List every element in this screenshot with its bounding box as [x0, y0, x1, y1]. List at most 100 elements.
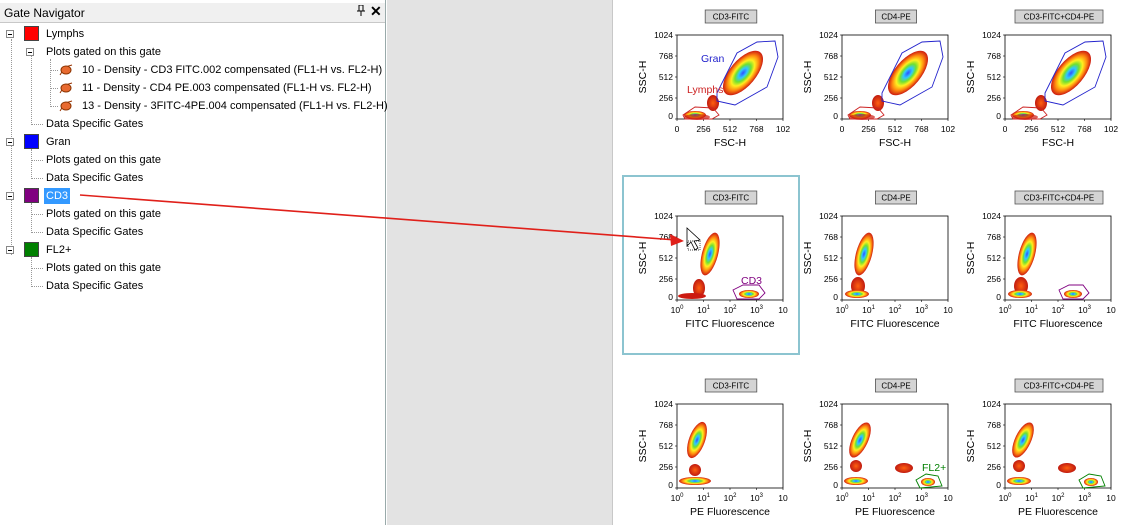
density-population — [849, 422, 871, 458]
plot-title: CD3-FITC+CD4-PE — [1024, 194, 1094, 203]
x-tick-label: 103 — [1078, 493, 1091, 503]
density-plot[interactable]: CD3-FITC 1024 768 512 256 00 256 512 768 102 FSC-H… — [637, 9, 790, 149]
density-population — [1064, 290, 1082, 298]
y-tick-label: 1024 — [819, 399, 838, 409]
node-label: Data Specific Gates — [46, 172, 144, 184]
x-tick-label: 101 — [697, 305, 710, 315]
x-tick-label: 101 — [1025, 493, 1038, 503]
x-tick-label: 512 — [1051, 124, 1065, 134]
gate-label-selected: CD3 — [44, 188, 71, 204]
density-population — [1012, 422, 1034, 458]
density-population — [895, 463, 913, 473]
tick-exponent: 3 — [925, 493, 929, 499]
x-tick-label: 10 — [778, 305, 788, 315]
x-axis-label: FSC-H — [714, 137, 746, 149]
tick-exponent: 3 — [1088, 305, 1092, 311]
collapse-icon[interactable] — [6, 30, 14, 38]
y-tick-label: 256 — [987, 274, 1001, 284]
gran-gate[interactable] — [881, 40, 944, 106]
density-population — [1012, 114, 1038, 120]
plot-frame — [841, 403, 949, 489]
panel-header: Gate Navigator ✕ — [0, 3, 385, 23]
density-population — [722, 50, 764, 96]
tick-exponent: 1 — [1035, 305, 1039, 311]
density-population — [887, 50, 929, 96]
node-label: Plots gated on this gate — [46, 262, 161, 274]
plot-title: CD4-PE — [881, 13, 910, 22]
density-population — [689, 464, 701, 476]
y-tick-label: 768 — [824, 420, 838, 430]
y-axis-label: SSC-H — [637, 242, 649, 275]
cd3-gate[interactable] — [732, 284, 766, 300]
collapse-icon[interactable] — [26, 48, 34, 56]
tick-exponent: 1 — [707, 305, 711, 311]
tick-exponent: 2 — [1061, 305, 1065, 311]
collapse-icon[interactable] — [6, 246, 14, 254]
y-axis-label: SSC-H — [965, 242, 977, 275]
node-label: Plots gated on this gate — [46, 154, 161, 166]
tick-exponent: 0 — [680, 493, 684, 499]
graph-grid: CD3-FITC 1024 768 512 256 0 0 256 512 768 102 FSC-H… — [612, 0, 1125, 525]
lymphs-gate[interactable] — [847, 106, 885, 120]
density-population — [679, 477, 711, 485]
x-tick-label: 768 — [1077, 124, 1091, 134]
gate-navigator-panel: Gate Navigator ✕ Lymphs Plots gated on t… — [0, 0, 388, 525]
x-axis-label: PE Fluorescence — [1018, 506, 1098, 518]
y-tick-label: 768 — [987, 420, 1001, 430]
x-tick-label: 103 — [750, 493, 763, 503]
gran-gate[interactable] — [716, 40, 779, 106]
y-tick-label: 768 — [987, 232, 1001, 242]
cd3-gate[interactable] — [1058, 284, 1090, 300]
y-tick-label: 0 — [996, 480, 1001, 490]
x-tick-label: 256 — [1024, 124, 1038, 134]
selected-plot-border — [622, 175, 800, 355]
collapse-icon[interactable] — [6, 192, 14, 200]
gran-gate[interactable] — [1044, 40, 1107, 106]
plot-title-box — [1014, 9, 1104, 24]
tick-exponent: 2 — [733, 493, 737, 499]
density-plot[interactable]: CD3-FITC+CD4-PE 1024 768 512 256 00 256 512 768 1… — [965, 9, 1118, 149]
close-icon[interactable]: ✕ — [370, 3, 382, 19]
y-tick-label: 0 — [996, 111, 1001, 121]
x-tick-label: 102 — [889, 305, 902, 315]
x-tick-label: 0 — [1003, 124, 1008, 134]
y-tick-label: 512 — [824, 441, 838, 451]
x-tick-label: 102 — [1052, 493, 1065, 503]
lymphs-gate[interactable] — [1010, 106, 1048, 120]
y-tick-label: 768 — [824, 51, 838, 61]
x-tick-label: 100 — [999, 493, 1012, 503]
y-tick-label: 0 — [833, 111, 838, 121]
y-tick-label: 256 — [659, 93, 673, 103]
fl2-gate[interactable] — [1078, 473, 1106, 489]
x-tick-label: 768 — [749, 124, 763, 134]
tick-exponent: 3 — [925, 305, 929, 311]
y-tick-label: 768 — [987, 51, 1001, 61]
y-axis-label: SSC-H — [965, 61, 977, 94]
plot-label: 13 - Density - 3FITC-4PE.004 compensated… — [82, 100, 388, 112]
plot-title-box — [704, 190, 758, 205]
plot-title: CD3-FITC — [713, 382, 750, 391]
pin-icon[interactable] — [356, 4, 366, 19]
collapse-icon[interactable] — [6, 138, 14, 146]
density-population — [684, 114, 710, 120]
x-tick-label: 101 — [862, 305, 875, 315]
fl2-gate[interactable] — [915, 473, 943, 489]
tick-exponent: 0 — [845, 305, 849, 311]
density-plot[interactable]: CD4-PE 1024 768 512 256 00 256 512 768 102 FSC-H SS… — [802, 9, 955, 149]
plot-title-box — [1014, 190, 1104, 205]
plot-title-box — [704, 378, 758, 393]
x-tick-label: 10 — [1106, 305, 1116, 315]
lymphs-gate[interactable] — [682, 106, 720, 120]
x-tick-label: 103 — [915, 493, 928, 503]
tick-exponent: 3 — [760, 305, 764, 311]
y-axis-label: SSC-H — [802, 61, 814, 94]
density-population — [921, 478, 935, 486]
cd3-gate-label: CD3 — [741, 275, 762, 287]
y-tick-label: 256 — [987, 93, 1001, 103]
